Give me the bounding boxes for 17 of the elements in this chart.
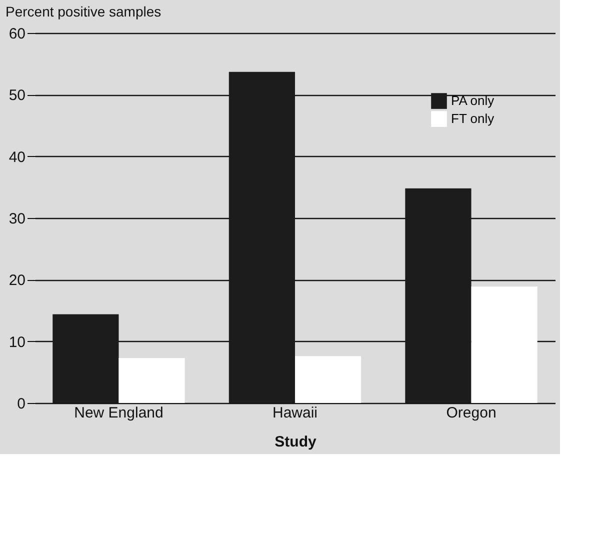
y-axis-title: Percent positive samples xyxy=(6,4,162,20)
bar xyxy=(471,286,538,403)
bar xyxy=(295,356,362,403)
y-tick-label: 20 xyxy=(8,272,26,290)
y-tick-label: 10 xyxy=(8,334,26,351)
y-tick-label: 0 xyxy=(17,396,26,412)
y-tick-label: 60 xyxy=(8,26,26,42)
x-tick-label: Hawaii xyxy=(272,404,318,422)
x-axis-title: Study xyxy=(274,434,317,450)
y-tick-label: 40 xyxy=(8,148,26,166)
x-tick-label: Oregon xyxy=(446,404,496,422)
y-tick-label: 30 xyxy=(8,210,26,228)
legend-label: FT only xyxy=(451,111,495,126)
bar xyxy=(118,358,185,403)
x-tick-label: New England xyxy=(74,404,164,422)
legend-label: PA only xyxy=(451,93,495,108)
y-tick-label: 50 xyxy=(8,87,26,104)
